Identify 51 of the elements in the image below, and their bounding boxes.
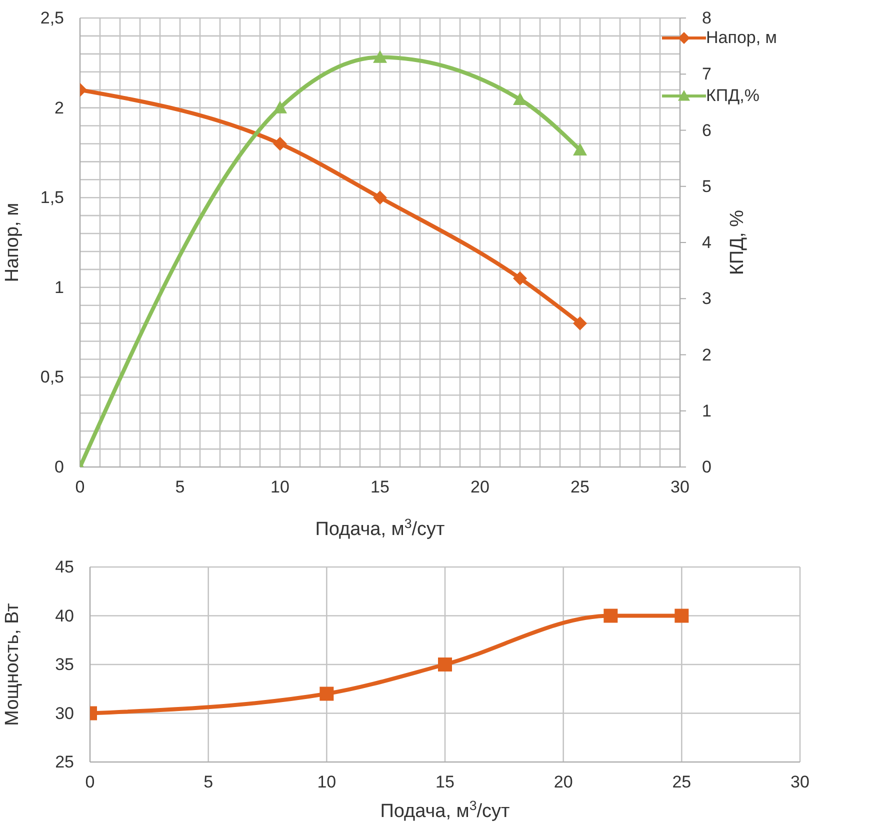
x-tick-label: 30 xyxy=(670,478,690,496)
y-tick-label: 0 xyxy=(54,458,64,476)
y-tick-label: 30 xyxy=(55,704,74,723)
y-tick-label: 25 xyxy=(55,752,74,772)
point xyxy=(373,50,388,63)
y2-tick-label: 2 xyxy=(702,345,712,364)
y2-tick-label: 7 xyxy=(702,64,712,84)
point xyxy=(604,608,618,623)
x-tick-label: 25 xyxy=(672,772,692,792)
point xyxy=(513,271,528,286)
y2-tick-label: 1 xyxy=(702,401,712,420)
point xyxy=(273,136,288,151)
x-tick-label: 20 xyxy=(470,478,490,496)
point xyxy=(438,658,452,672)
x-tick-label: 15 xyxy=(436,772,454,792)
legend-label: КПД,% xyxy=(706,86,760,106)
y2-tick-label: 6 xyxy=(702,120,712,140)
y2-tick-label: 3 xyxy=(702,289,712,308)
x-tick-label: 15 xyxy=(370,478,390,496)
point xyxy=(373,190,388,205)
point xyxy=(573,316,588,330)
y-axis-title: Напор, м xyxy=(2,202,23,282)
point xyxy=(273,100,288,114)
x-tick-label: 20 xyxy=(554,772,573,792)
y-tick-label: 2 xyxy=(54,98,64,118)
y-tick-label: 45 xyxy=(55,558,74,576)
x-tick-label: 25 xyxy=(570,478,590,496)
point xyxy=(573,142,588,156)
y2-tick-label: 4 xyxy=(702,233,712,252)
x-tick-label: 10 xyxy=(317,772,336,792)
y-tick-label: 35 xyxy=(55,655,74,674)
x-tick-label: 5 xyxy=(204,772,214,792)
y2-tick-label: 5 xyxy=(702,176,712,196)
point xyxy=(320,686,334,701)
y2-axis-title: КПД, % xyxy=(727,210,748,276)
y2-tick-label: 8 xyxy=(702,8,712,28)
legend-label: Напор, м xyxy=(706,28,777,48)
x-tick-label: 0 xyxy=(85,772,95,792)
x-tick-label: 30 xyxy=(790,772,810,792)
x-tick-label: 5 xyxy=(175,478,185,496)
point xyxy=(674,608,689,623)
x-tick-label: 10 xyxy=(270,478,290,496)
x-axis-title: Подача, м$^{3}$/сут xyxy=(315,516,446,540)
y-axis-title: Мощность, Вт xyxy=(2,602,23,726)
x-axis-title: Подача, м$^{3}$/сут xyxy=(380,798,510,822)
y2-tick-label: 0 xyxy=(702,458,712,476)
y-tick-label: 2,5 xyxy=(40,8,64,28)
y-tick-label: 1,5 xyxy=(40,188,64,208)
y-tick-label: 40 xyxy=(55,606,74,626)
y-tick-label: 0,5 xyxy=(40,368,64,387)
y-tick-label: 1 xyxy=(54,278,64,297)
